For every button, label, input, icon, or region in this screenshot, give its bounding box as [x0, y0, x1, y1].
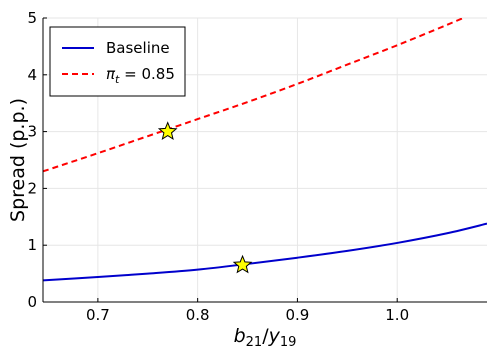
x-tick-label: 0.7: [86, 306, 110, 324]
series-layer: [43, 18, 487, 282]
y-tick-label: 4: [27, 66, 37, 84]
marker-layer: [157, 121, 253, 274]
legend-label-baseline: Baseline: [106, 39, 170, 57]
x-axis-title: b21/y19: [234, 325, 297, 350]
axes: [42, 17, 487, 303]
y-tick-label: 3: [27, 123, 37, 141]
legend-label-pi: πt = 0.85: [106, 65, 175, 86]
star-marker-baseline: [232, 254, 253, 274]
y-axis-title: Spread (p.p.): [7, 98, 29, 222]
tick-labels: 0.7 0.8 0.9 1.0 0 1 2 3 4 5: [27, 9, 409, 324]
legend: Baseline πt = 0.85: [49, 26, 186, 97]
y-tick-label: 0: [27, 293, 37, 311]
x-tick-label: 0.8: [186, 306, 210, 324]
x-tick-label: 0.9: [285, 306, 309, 324]
x-tick-label: 1.0: [385, 306, 409, 324]
y-tick-label: 2: [27, 179, 37, 197]
legend-box: [49, 26, 186, 97]
series-line-baseline: [43, 222, 487, 282]
y-tick-label: 5: [27, 9, 37, 27]
star-marker-pi: [157, 121, 178, 140]
y-tick-label: 1: [27, 236, 37, 254]
series-line-pi: [43, 18, 466, 173]
